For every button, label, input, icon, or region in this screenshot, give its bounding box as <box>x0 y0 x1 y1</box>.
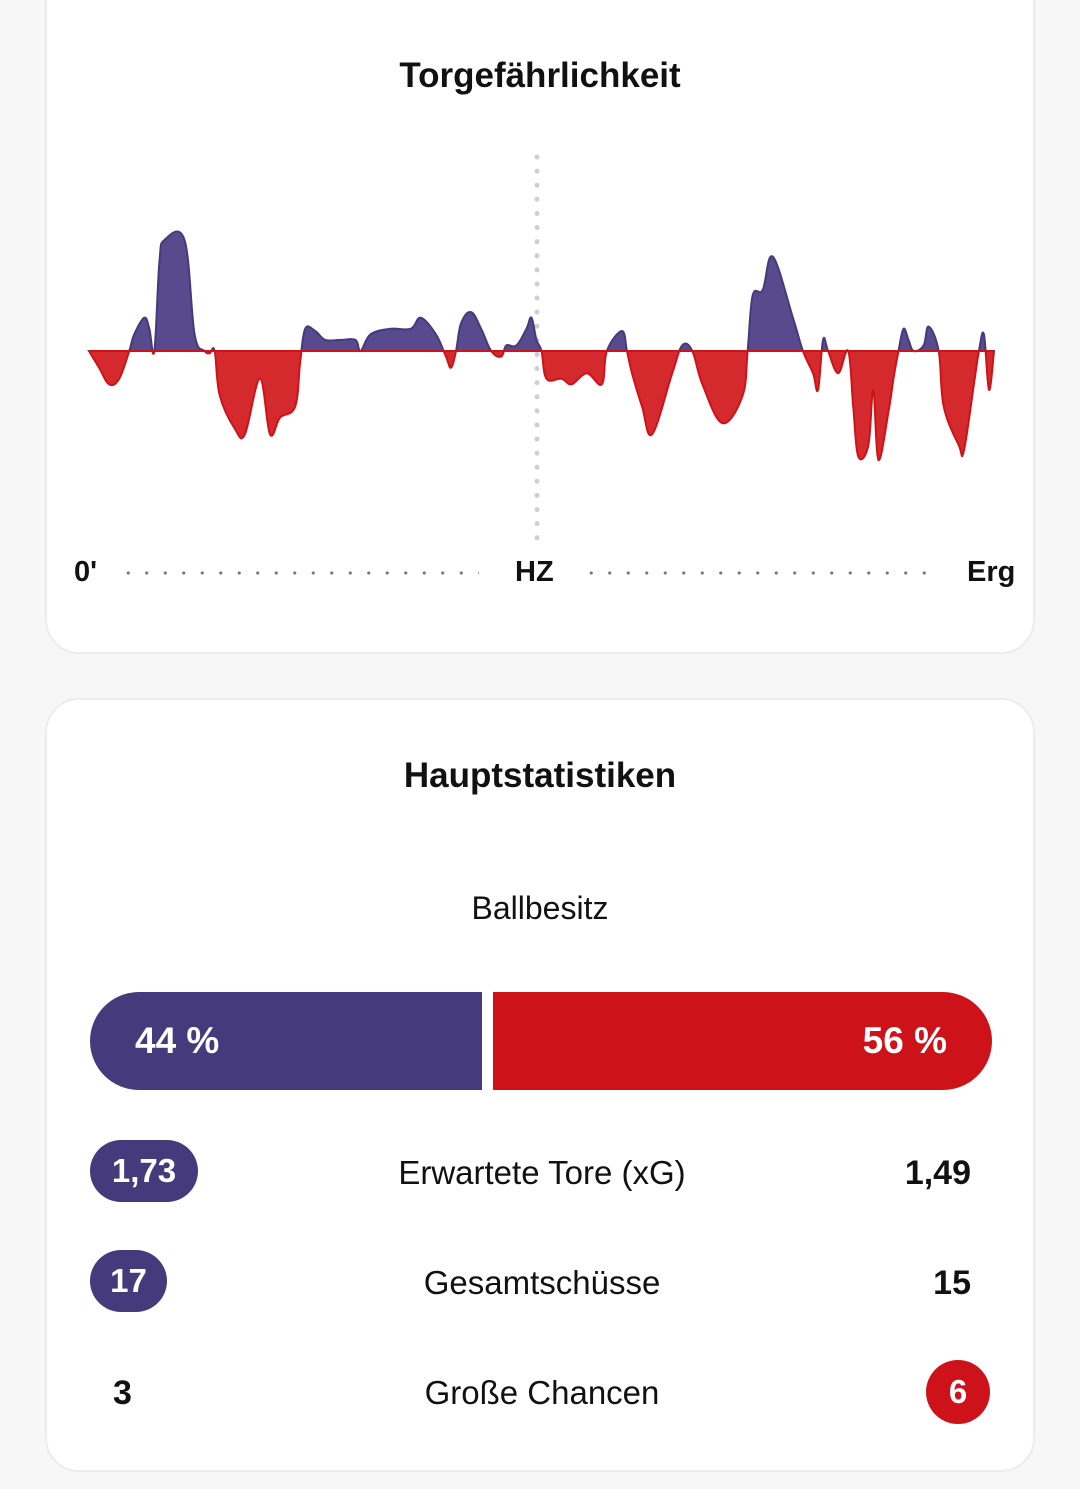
stat-row-xg: 1,73 Erwartete Tore (xG) 1,49 <box>47 1140 1037 1204</box>
stat-row-big-chances: 3 Große Chancen 6 <box>47 1360 1037 1424</box>
possession-bar-away: 56 % <box>493 992 992 1090</box>
possession-label: Ballbesitz <box>471 890 609 926</box>
momentum-card: Torgefährlichkeit 0' HZ Erg <box>45 0 1035 654</box>
axis-label-start: 0' <box>74 556 98 588</box>
stat-label: Große Chancen <box>424 1374 660 1411</box>
stat-value-home: 3 <box>113 1374 132 1412</box>
possession-bar-home: 44 % <box>90 992 482 1090</box>
stats-title: Hauptstatistiken <box>403 756 677 795</box>
possession-value-away: 56 % <box>862 1020 947 1061</box>
momentum-area-away <box>87 351 996 461</box>
axis-label-halftime: HZ <box>515 556 554 588</box>
stat-label: Erwartete Tore (xG) <box>398 1154 686 1191</box>
momentum-area-home <box>87 230 996 351</box>
stat-value-away: 15 <box>933 1264 971 1302</box>
axis-label-end: Erg <box>967 556 1016 588</box>
axis-dots-second-half <box>582 571 927 575</box>
momentum-areas <box>87 230 996 461</box>
stat-value-away: 1,49 <box>904 1154 971 1192</box>
stat-row-total-shots: 17 Gesamtschüsse 15 <box>47 1250 1037 1314</box>
main-stats-card: Hauptstatistiken Ballbesitz 44 % 56 % 1,… <box>45 698 1035 1472</box>
possession-value-home: 44 % <box>135 1020 220 1061</box>
stat-value-home-highlight: 17 <box>90 1250 167 1312</box>
axis-dots-first-half <box>119 571 479 575</box>
stat-value-away-highlight: 6 <box>926 1360 990 1424</box>
stat-label: Gesamtschüsse <box>423 1264 661 1301</box>
momentum-chart <box>87 154 996 545</box>
stat-value-home-highlight: 1,73 <box>90 1140 198 1202</box>
momentum-title: Torgefährlichkeit <box>399 56 681 95</box>
